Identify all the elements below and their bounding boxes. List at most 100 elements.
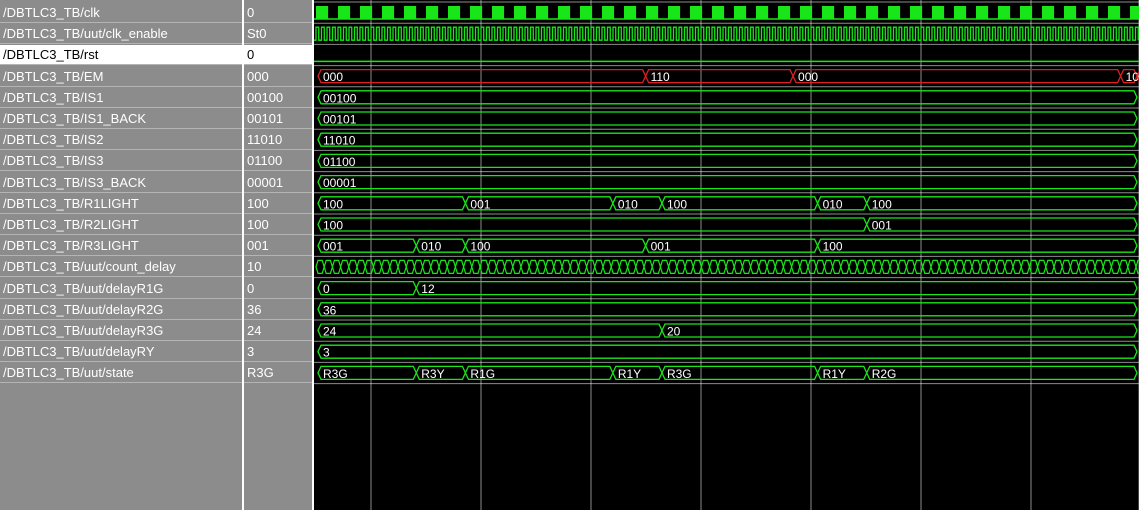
clock-high-pulse <box>338 6 351 19</box>
clock-high-pulse <box>1042 6 1055 19</box>
clock-high-pulse <box>602 6 615 19</box>
bus-segment-label: R3G <box>667 367 692 381</box>
bus-segment-label: 000 <box>798 70 818 84</box>
bus-segment-label: 00100 <box>323 91 357 105</box>
clock-high-pulse <box>470 6 483 19</box>
waveform-pane[interactable]: 0001100001010001000010111010011000000110… <box>314 0 1139 510</box>
signal-value[interactable]: 00100 <box>244 88 312 108</box>
signal-value[interactable]: 100 <box>244 215 312 235</box>
clock-high-pulse <box>1064 6 1077 19</box>
bus-segment <box>317 132 1138 147</box>
signal-name[interactable]: /DBTLC3_TB/clk <box>0 3 242 23</box>
bus-segment <box>317 280 417 296</box>
signal-value[interactable]: 001 <box>244 236 312 257</box>
clock-high-pulse <box>778 6 791 19</box>
count-delay-waveform <box>315 259 1139 274</box>
signal-value[interactable]: 36 <box>244 300 312 320</box>
clock-high-pulse <box>712 6 725 19</box>
signal-name[interactable]: /DBTLC3_TB/R1LIGHT <box>0 194 242 214</box>
clock-high-pulse <box>536 6 549 19</box>
clock-high-pulse <box>624 6 637 19</box>
signal-name[interactable]: /DBTLC3_TB/uut/count_delay <box>0 257 242 278</box>
signal-name[interactable]: /DBTLC3_TB/rst <box>0 45 242 66</box>
bus-segment-label: 12 <box>421 282 435 296</box>
signal-value[interactable]: 0 <box>244 3 312 23</box>
clock-high-pulse <box>1130 6 1139 19</box>
signal-value[interactable]: 01100 <box>244 151 312 172</box>
signal-value[interactable]: 3 <box>244 342 312 363</box>
signal-name[interactable]: /DBTLC3_TB/EM <box>0 67 242 87</box>
signal-value[interactable]: 100 <box>244 194 312 214</box>
bus-segment <box>317 153 1138 169</box>
signal-name[interactable]: /DBTLC3_TB/uut/delayR1G <box>0 279 242 299</box>
signal-name[interactable]: /DBTLC3_TB/IS1_BACK <box>0 109 242 129</box>
bus-segment <box>317 344 1138 359</box>
bus-segment-label: 0 <box>323 282 330 296</box>
clock-high-pulse <box>448 6 461 19</box>
bus-segment-label: 000 <box>323 70 343 84</box>
signal-value[interactable]: 0 <box>244 45 312 66</box>
clock-high-pulse <box>800 6 813 19</box>
bus-segment <box>317 302 1138 317</box>
clock-high-pulse <box>404 6 417 19</box>
clock-high-pulse <box>954 6 967 19</box>
signal-name[interactable]: /DBTLC3_TB/uut/delayR3G <box>0 321 242 341</box>
bus-segment-label: 010 <box>823 197 843 211</box>
signal-name[interactable]: /DBTLC3_TB/IS2 <box>0 130 242 151</box>
bus-segment <box>317 174 1138 190</box>
signal-name[interactable]: /DBTLC3_TB/R3LIGHT <box>0 236 242 257</box>
waveform-canvas[interactable]: 0001100001010001000010111010011000000110… <box>314 0 1139 510</box>
bus-segment-label: 100 <box>323 219 343 233</box>
clock-high-pulse <box>932 6 945 19</box>
bus-segment-label: 010 <box>421 240 441 254</box>
signal-name[interactable]: /DBTLC3_TB/uut/clk_enable <box>0 24 242 45</box>
bus-segment-label: 01100 <box>323 155 356 169</box>
signal-values-pane[interactable]: 0 St0 0 000 00100 00101 11010 01100 00001 100 100 0… <box>244 0 312 510</box>
bus-segment-label: 00001 <box>323 176 357 190</box>
clock-high-pulse <box>844 6 857 19</box>
signal-value[interactable]: R3G <box>244 363 312 384</box>
bus-segment <box>792 68 1122 84</box>
signal-value[interactable]: 0 <box>244 279 312 299</box>
signal-names-pane[interactable]: /DBTLC3_TB/clk/DBTLC3_TB/uut/clk_enable /… <box>0 0 242 510</box>
signal-value[interactable]: 00101 <box>244 109 312 129</box>
signal-name[interactable]: /DBTLC3_TB/IS3_BACK <box>0 173 242 193</box>
bus-segment-label: R1Y <box>823 367 846 381</box>
clock-high-pulse <box>910 6 923 19</box>
bus-segment <box>644 238 819 253</box>
signal-name[interactable]: /DBTLC3_TB/uut/delayRY <box>0 342 242 363</box>
bus-segment-label: 110 <box>651 70 670 84</box>
clock-high-pulse <box>822 6 835 19</box>
bus-segment-label: 001 <box>872 219 892 233</box>
signal-value[interactable]: 24 <box>244 321 312 341</box>
signal-name[interactable]: /DBTLC3_TB/IS1 <box>0 88 242 108</box>
bus-segment <box>464 238 647 253</box>
signal-value[interactable]: St0 <box>244 24 312 45</box>
bus-segment-label: R3Y <box>421 367 444 381</box>
clock-high-pulse <box>690 6 703 19</box>
clock-high-pulse <box>492 6 505 19</box>
clock-high-pulse <box>866 6 879 19</box>
signal-name[interactable]: /DBTLC3_TB/uut/delayR2G <box>0 300 242 320</box>
clock-high-pulse <box>668 6 681 19</box>
bus-segment-label: R1G <box>470 367 495 381</box>
bus-segment-label: 36 <box>323 303 337 317</box>
signal-value[interactable]: 11010 <box>244 130 312 151</box>
bus-segment-label: 101 <box>1126 70 1139 84</box>
signal-name[interactable]: /DBTLC3_TB/R2LIGHT <box>0 215 242 235</box>
clock-high-pulse <box>1020 6 1033 19</box>
signal-name[interactable]: /DBTLC3_TB/IS3 <box>0 151 242 172</box>
signal-value[interactable]: 000 <box>244 67 312 87</box>
bus-segment-label: 100 <box>470 240 490 254</box>
signal-name[interactable]: /DBTLC3_TB/uut/state <box>0 363 242 384</box>
bus-segment-label: 24 <box>323 325 337 339</box>
bus-segment <box>317 111 1138 126</box>
signal-value[interactable]: 10 <box>244 257 312 278</box>
signal-value[interactable]: 00001 <box>244 173 312 193</box>
bus-segment <box>866 217 1138 232</box>
clock-high-pulse <box>1086 6 1099 19</box>
bus-segment-label: 100 <box>323 197 343 211</box>
bus-segment <box>816 238 1138 253</box>
bus-segment-label: 010 <box>618 197 638 211</box>
